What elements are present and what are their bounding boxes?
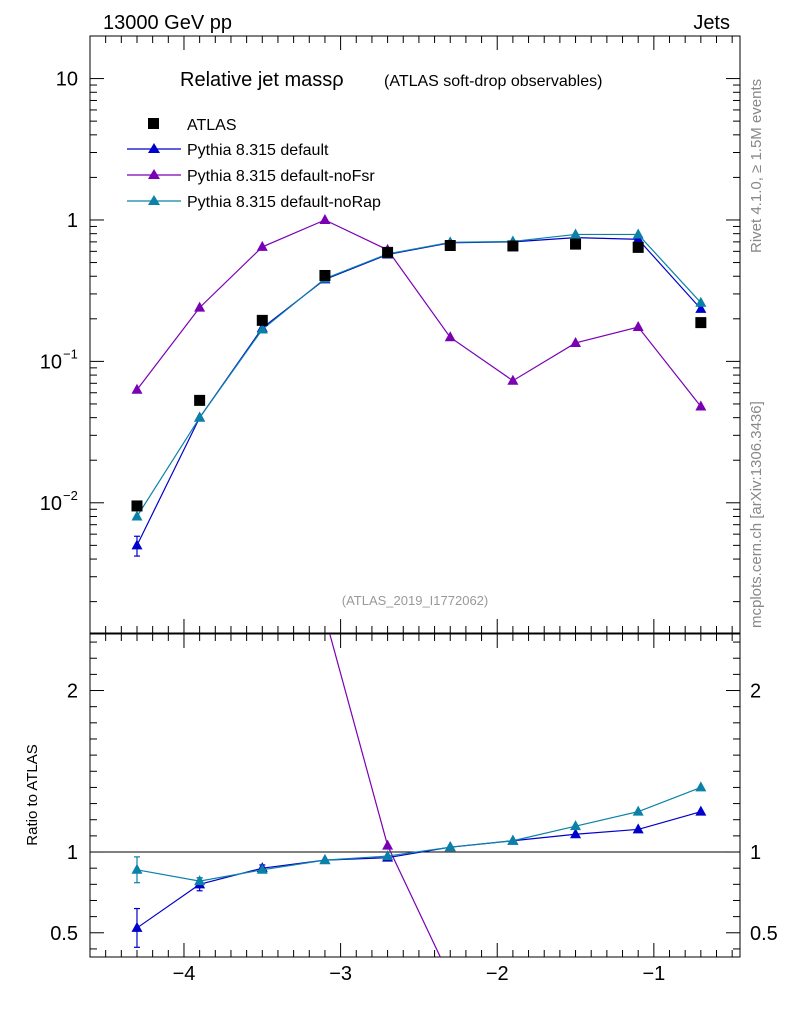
main-data-layer [131,213,707,557]
data-point-atlas [632,241,644,253]
data-point-pythia-8-315-default [131,539,143,550]
data-point-pythia-8-315-default-nofsr [570,336,582,347]
data-point-pythia-8-315-default-nofsr [194,301,206,312]
chart-title: Relative jet massρ [180,69,344,91]
ratio-x-tick-label: −3 [329,963,352,985]
series-line-pythia-8-315-default-nofsr [136,219,702,407]
ratio-x-tick-label: −2 [486,963,509,985]
data-point-pythia-8-315-default-nofsr [131,383,143,394]
ratio-y-tick-label-right: 2 [750,681,761,703]
ratio-point-pythia-8-315-default [570,828,582,839]
ratio-point-pythia-8-315-default-nofsr [257,475,268,485]
ratio-point-pythia-8-315-default-nofsr [445,972,456,982]
data-point-atlas [256,314,268,326]
ratio-point-pythia-8-315-default-norap [256,863,268,874]
data-point-pythia-8-315-default-norap [194,411,206,422]
data-point-pythia-8-315-default-nofsr [319,213,331,224]
analysis-watermark: (ATLAS_2019_I1772062) [342,593,488,608]
data-point-pythia-8-315-default-nofsr [507,374,519,385]
data-point-pythia-8-315-default-norap [695,296,707,307]
ratio-point-pythia-8-315-default-norap [382,850,394,861]
ratio-x-tick-label: −1 [642,963,665,985]
mcplots-label: mcplots.cern.ch [arXiv:1306.3436] [748,401,765,628]
ratio-y-tick-label: 0.5 [50,923,78,945]
ratio-line-pythia-8-315-default-norap [136,786,702,882]
main-y-tick-label: 10 [56,69,78,91]
rivet-version-label: Rivet 4.1.0, ≥ 1.5M events [748,79,765,253]
ratio-line-pythia-8-315-default [136,811,702,929]
ratio-x-tick-label: −4 [173,963,196,985]
ratio-point-pythia-8-315-default-nofsr [570,975,581,985]
ratio-y-tick-label: 1 [67,842,78,864]
ratio-y-tick-label-right: 1 [750,842,761,864]
main-panel-frame [89,35,741,634]
ratio-point-pythia-8-315-default-norap [444,841,456,852]
data-point-atlas [570,238,582,250]
chart-subtitle: (ATLAS soft-drop observables) [384,73,602,90]
ratio-point-pythia-8-315-default-nofsr [319,610,330,620]
main-y-tick-label: 1 [67,210,78,232]
data-point-pythia-8-315-default-nofsr [632,321,644,332]
ratio-point-pythia-8-315-default-nofsr [382,839,394,850]
ratio-y-tick-label: 2 [67,681,78,703]
ratio-y-tick-label-right: 0.5 [750,923,778,945]
ratio-point-pythia-8-315-default-norap [131,863,143,874]
data-point-atlas [444,239,456,251]
header-right: Jets [693,12,730,34]
ratio-point-pythia-8-315-default [695,805,707,816]
ratio-data-layer [131,281,707,1000]
ratio-point-pythia-8-315-default-norap [319,854,331,865]
main-y-tick-label-exponent: −1 [63,346,78,361]
main-y-tick-label: 10 [40,493,62,515]
data-point-atlas [131,500,143,512]
ratio-line-pythia-8-315-default-nofsr [329,634,441,957]
legend-label-atlas: ATLAS [187,117,237,134]
legend-label-default: Pythia 8.315 default [187,142,329,159]
series-line-pythia-8-315-default [136,237,702,546]
ratio-panel-frame [89,633,741,958]
data-point-pythia-8-315-default [695,302,707,313]
ratio-point-pythia-8-315-default-nofsr [507,990,518,1000]
data-point-pythia-8-315-default-norap [632,228,644,239]
legend-marker-default [148,143,160,153]
data-point-atlas [382,246,394,258]
legend-marker-nofsr [148,169,160,179]
series-line-pythia-8-315-default-norap [136,233,702,517]
data-point-pythia-8-315-default-nofsr [256,240,268,251]
ratio-point-pythia-8-315-default-norap [632,805,644,816]
ratio-point-pythia-8-315-default-norap [507,834,519,845]
legend-marker-atlas [148,118,159,129]
legend: ATLAS Pythia 8.315 default Pythia 8.315 … [127,117,381,211]
main-y-tick-label-exponent: −2 [63,488,78,503]
header-left: 13000 GeV pp [103,12,232,34]
data-point-pythia-8-315-default-norap [570,228,582,239]
main-y-tick-label: 10 [40,351,62,373]
ratio-y-axis-label: Ratio to ATLAS [24,744,41,845]
ratio-point-pythia-8-315-default-norap [695,781,707,792]
data-point-pythia-8-315-default-nofsr [695,400,707,411]
legend-label-nofsr: Pythia 8.315 default-noFsr [187,168,375,185]
ratio-point-pythia-8-315-default-nofsr [695,966,706,976]
data-point-pythia-8-315-default-norap [256,323,268,334]
ratio-point-pythia-8-315-default [131,921,143,932]
ratio-point-pythia-8-315-default-norap [570,820,582,831]
ratio-point-pythia-8-315-default [632,823,644,834]
data-point-atlas [319,269,331,281]
data-point-atlas [194,394,206,406]
data-point-atlas [695,317,707,329]
data-point-pythia-8-315-default-norap [131,510,143,521]
data-point-atlas [507,240,519,252]
legend-marker-norap [148,195,160,205]
data-point-pythia-8-315-default-nofsr [444,331,456,342]
ratio-point-pythia-8-315-default-norap [194,875,206,886]
legend-label-norap: Pythia 8.315 default-noRap [187,194,381,211]
ratio-point-pythia-8-315-default-nofsr [194,281,205,291]
